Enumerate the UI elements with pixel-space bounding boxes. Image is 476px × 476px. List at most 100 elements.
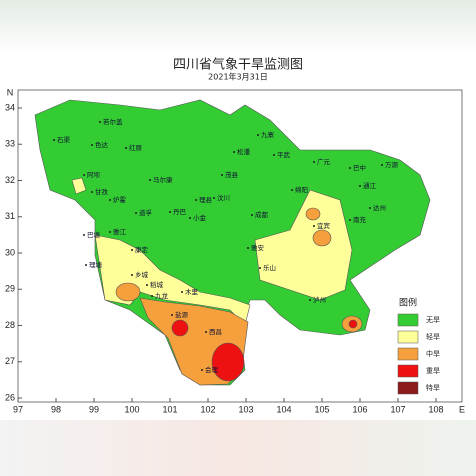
- place-dot: [85, 264, 87, 266]
- place-label: 若尔盖: [103, 117, 123, 126]
- place-label: 炉霍: [113, 195, 127, 204]
- lon-tick-label: 104: [276, 404, 291, 414]
- place-dot: [151, 295, 153, 297]
- severe-drought-region: [211, 342, 245, 382]
- place-label: 康定: [135, 245, 149, 254]
- place-dot: [349, 219, 351, 221]
- place-label: 会理: [205, 365, 219, 374]
- place-dot: [99, 121, 101, 123]
- place-dot: [313, 225, 315, 227]
- place-label: 茂县: [225, 170, 239, 179]
- lon-tick-label: 106: [352, 404, 367, 414]
- place-dot: [251, 214, 253, 216]
- place-dot: [131, 249, 133, 251]
- place-dot: [83, 174, 85, 176]
- legend-label: 轻旱: [426, 332, 440, 341]
- place-dot: [181, 291, 183, 293]
- place-dot: [359, 185, 361, 187]
- lat-tick-label: 30: [5, 247, 15, 257]
- light-drought-region: [254, 189, 353, 301]
- place-dot: [53, 139, 55, 141]
- place-label: 巴中: [353, 163, 366, 172]
- north-label: N: [7, 87, 14, 97]
- lon-tick-label: 108: [428, 404, 443, 414]
- legend-title: 图例: [399, 297, 417, 309]
- place-label: 小金: [193, 213, 207, 222]
- place-dot: [91, 144, 93, 146]
- lat-tick-label: 32: [5, 175, 15, 185]
- lon-tick-label: 98: [51, 404, 61, 414]
- severe-drought-region: [171, 319, 189, 337]
- place-label: 松潘: [237, 147, 251, 156]
- place-label: 九龙: [155, 291, 169, 300]
- place-label: 马尔康: [153, 175, 173, 184]
- place-label: 木里: [185, 287, 199, 296]
- place-label: 巴塘: [87, 230, 101, 239]
- place-dot: [135, 212, 137, 214]
- place-label: 乐山: [263, 263, 276, 272]
- legend-label: 特旱: [426, 383, 440, 392]
- place-dot: [125, 147, 127, 149]
- place-dot: [233, 151, 235, 153]
- legend-label: 重旱: [426, 367, 440, 375]
- legend-swatch: [397, 330, 419, 344]
- severe-drought-region: [348, 319, 358, 329]
- place-dot: [201, 369, 203, 371]
- map-subtitle: 2021年3月31日: [208, 72, 268, 82]
- place-dot: [109, 231, 111, 233]
- place-dot: [259, 267, 261, 269]
- lat-tick-label: 31: [5, 211, 15, 221]
- place-dot: [131, 274, 133, 276]
- lon-tick-label: 101: [162, 404, 177, 414]
- lon-tick-label: 100: [124, 404, 139, 414]
- place-dot: [149, 179, 151, 181]
- place-label: 雅江: [113, 228, 127, 236]
- legend-label: 中旱: [426, 349, 440, 358]
- place-dot: [291, 189, 293, 191]
- place-label: 石渠: [57, 135, 71, 144]
- place-label: 广元: [317, 157, 331, 166]
- legend-swatch: [397, 381, 419, 395]
- place-dot: [109, 199, 111, 201]
- map-regions: [34, 99, 431, 386]
- lat-tick-label: 26: [5, 392, 15, 402]
- place-label: 九寨: [261, 130, 275, 139]
- place-label: 乡城: [135, 271, 149, 279]
- lon-tick-label: 105: [314, 404, 329, 414]
- place-dot: [257, 134, 259, 136]
- place-label: 达州: [373, 203, 386, 212]
- place-dot: [169, 211, 171, 213]
- legend-label: 无旱: [426, 316, 440, 324]
- lon-tick-label: 97: [13, 404, 23, 414]
- place-label: 稻城: [150, 280, 164, 289]
- map-title: 四川省气象干旱监测图: [173, 57, 303, 73]
- place-dot: [205, 331, 207, 333]
- place-label: 盐源: [175, 310, 189, 319]
- place-label: 平武: [277, 150, 291, 159]
- place-dot: [349, 167, 351, 169]
- place-dot: [309, 299, 311, 301]
- place-label: 理县: [199, 196, 213, 204]
- place-label: 红原: [129, 143, 143, 152]
- lat-tick-label: 27: [5, 356, 15, 366]
- moderate-drought-region: [305, 207, 321, 221]
- place-dot: [146, 284, 148, 286]
- place-label: 成都: [255, 210, 269, 219]
- place-dot: [195, 199, 197, 201]
- lat-tick-label: 33: [5, 139, 15, 149]
- place-dot: [313, 161, 315, 163]
- place-label: 绵阳: [295, 185, 308, 194]
- place-dot: [247, 247, 249, 249]
- place-label: 西昌: [209, 328, 222, 336]
- lat-tick-label: 29: [5, 284, 15, 294]
- place-dot: [369, 207, 371, 209]
- place-dot: [189, 217, 191, 219]
- place-dot: [213, 197, 215, 199]
- place-label: 通江: [363, 181, 377, 190]
- legend-swatch: [397, 364, 419, 378]
- place-label: 汶川: [217, 193, 230, 202]
- lon-tick-label: 99: [89, 404, 99, 414]
- place-label: 丹巴: [173, 208, 187, 216]
